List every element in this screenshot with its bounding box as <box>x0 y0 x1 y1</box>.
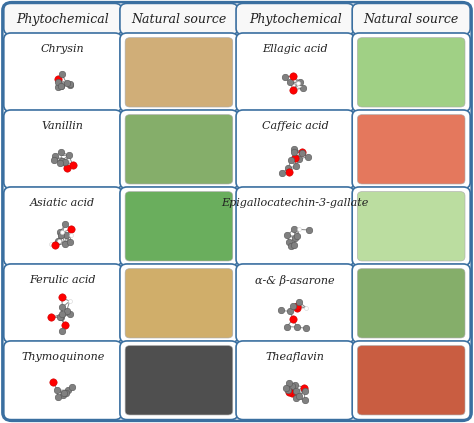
Point <box>62 240 69 247</box>
Point <box>278 170 286 176</box>
FancyBboxPatch shape <box>352 3 470 35</box>
Text: Vanillin: Vanillin <box>42 121 84 132</box>
Point <box>304 154 312 160</box>
FancyBboxPatch shape <box>357 192 465 261</box>
Point <box>55 76 62 82</box>
Point <box>58 294 65 301</box>
FancyBboxPatch shape <box>120 341 238 420</box>
FancyBboxPatch shape <box>4 187 122 266</box>
Point <box>57 314 65 321</box>
Point <box>290 86 297 93</box>
Point <box>55 152 63 159</box>
Point <box>56 229 64 236</box>
Point <box>54 387 61 393</box>
FancyBboxPatch shape <box>357 115 465 184</box>
Point <box>290 226 298 233</box>
FancyBboxPatch shape <box>4 341 122 420</box>
Point <box>55 237 62 244</box>
Point <box>286 308 294 315</box>
Point <box>292 395 300 401</box>
Text: Natural source: Natural source <box>364 13 459 25</box>
FancyBboxPatch shape <box>236 187 354 266</box>
Point <box>63 389 70 396</box>
FancyBboxPatch shape <box>4 264 122 343</box>
FancyBboxPatch shape <box>236 341 354 420</box>
Point <box>283 385 290 391</box>
Point <box>294 80 301 86</box>
Point <box>293 324 301 330</box>
Point <box>295 226 303 233</box>
Text: Phytochemical: Phytochemical <box>249 13 341 25</box>
Text: Thymoquinone: Thymoquinone <box>21 352 104 363</box>
Point <box>283 232 291 239</box>
Point <box>47 241 55 248</box>
Point <box>61 159 68 166</box>
Point <box>290 72 297 79</box>
FancyBboxPatch shape <box>236 3 354 35</box>
FancyBboxPatch shape <box>352 110 470 189</box>
Point <box>66 81 74 88</box>
Point <box>289 316 297 322</box>
Point <box>61 321 69 328</box>
Point <box>58 327 65 334</box>
Point <box>56 159 64 166</box>
FancyBboxPatch shape <box>125 346 233 415</box>
Point <box>66 238 74 245</box>
Point <box>47 314 55 321</box>
FancyBboxPatch shape <box>352 264 470 343</box>
Point <box>62 221 69 228</box>
Point <box>288 242 295 249</box>
Point <box>301 388 309 395</box>
Point <box>292 382 299 388</box>
Point <box>285 165 292 172</box>
Point <box>291 146 298 152</box>
FancyBboxPatch shape <box>120 3 238 35</box>
Text: Chrysin: Chrysin <box>41 44 85 55</box>
Point <box>63 232 70 239</box>
FancyBboxPatch shape <box>352 341 470 420</box>
Point <box>286 239 293 245</box>
Point <box>59 304 66 310</box>
Point <box>293 233 301 240</box>
Point <box>286 379 293 386</box>
Point <box>54 394 62 401</box>
FancyBboxPatch shape <box>357 269 465 338</box>
FancyBboxPatch shape <box>4 33 122 112</box>
Point <box>63 308 71 314</box>
Point <box>285 389 293 396</box>
Point <box>287 157 294 163</box>
FancyBboxPatch shape <box>352 187 470 266</box>
Point <box>55 238 63 244</box>
Point <box>277 307 284 314</box>
Point <box>58 157 65 164</box>
Point <box>58 231 65 238</box>
Point <box>295 156 302 162</box>
FancyBboxPatch shape <box>120 110 238 189</box>
Point <box>64 387 72 393</box>
Point <box>52 242 59 249</box>
Point <box>58 148 65 155</box>
Point <box>58 229 66 236</box>
Point <box>283 323 291 330</box>
Text: Asiatic acid: Asiatic acid <box>30 198 95 209</box>
Point <box>281 74 289 80</box>
Point <box>68 383 76 390</box>
Point <box>67 232 74 239</box>
Text: Epigallocatechin-3-gallate: Epigallocatechin-3-gallate <box>221 198 369 209</box>
Point <box>68 225 75 232</box>
Text: Ellagic acid: Ellagic acid <box>262 44 328 55</box>
Point <box>289 302 297 309</box>
FancyBboxPatch shape <box>4 3 122 35</box>
FancyBboxPatch shape <box>4 110 122 189</box>
Point <box>301 384 308 391</box>
Point <box>298 149 306 156</box>
Point <box>63 80 70 87</box>
Text: Ferulic acid: Ferulic acid <box>29 275 96 286</box>
FancyBboxPatch shape <box>125 115 233 184</box>
Point <box>58 311 65 318</box>
Point <box>55 83 62 90</box>
Point <box>50 157 58 163</box>
Point <box>57 82 64 89</box>
Point <box>288 390 295 397</box>
